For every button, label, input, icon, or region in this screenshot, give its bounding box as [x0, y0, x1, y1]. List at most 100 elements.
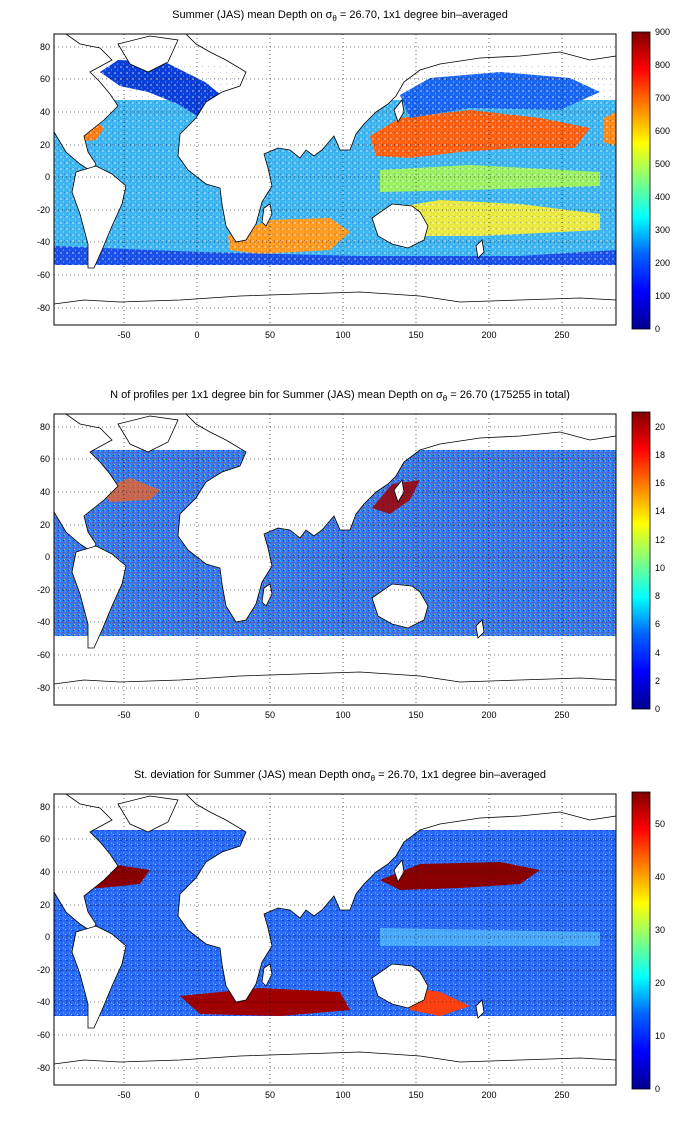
new-zealand: [475, 999, 485, 1019]
panel-1-title: Summer (JAS) mean Depth on σθ = 26.70, 1…: [172, 9, 508, 23]
y-tick-label: 60: [40, 454, 50, 464]
x-tick-label: -50: [117, 710, 130, 720]
x-tick-label: 200: [481, 1090, 496, 1100]
colorbar-gradient: [631, 791, 651, 1090]
y-tick-label: 20: [40, 900, 50, 910]
colorbar-std-deviation: 0 10 20 30 40 50: [631, 791, 665, 1094]
y-tick-label: 80: [40, 422, 50, 432]
eurasia-africa: [177, 413, 617, 623]
y-tick-label: -40: [37, 617, 50, 627]
southern-ocean-gap: [54, 636, 616, 650]
antarctica: [53, 671, 617, 706]
land-masses: [53, 793, 617, 1086]
x-axis-ticks: -50 0 50 100 150 200 250: [117, 330, 569, 340]
southern-ocean-high-std-field: [180, 988, 350, 1016]
x-tick-label: 100: [335, 710, 350, 720]
land-masses: [53, 413, 617, 706]
colorbar-tick-label: 50: [655, 819, 665, 829]
colorbar-tick-label: 200: [655, 258, 670, 268]
colorbar-tick-label: 600: [655, 126, 670, 136]
y-tick-label: 0: [45, 172, 50, 182]
y-tick-label: -80: [37, 303, 50, 313]
eurasia-africa: [177, 793, 617, 1003]
japan: [393, 859, 405, 883]
colorbar-tick-label: 500: [655, 159, 670, 169]
north-america: [53, 413, 119, 553]
colorbar-tick-label: 6: [655, 619, 660, 629]
colorbar-tick-label: 10: [655, 1031, 665, 1041]
y-tick-label: 80: [40, 802, 50, 812]
y-tick-label: -20: [37, 965, 50, 975]
panel-profile-count: N of profiles per 1x1 degree bin for Sum…: [37, 389, 665, 720]
y-tick-label: -40: [37, 237, 50, 247]
x-tick-label: 100: [335, 330, 350, 340]
y-tick-label: -20: [37, 205, 50, 215]
colorbar-tick-label: 8: [655, 591, 660, 601]
kuroshio-high-std-field: [380, 862, 540, 890]
north-america: [53, 33, 119, 173]
new-zealand: [475, 619, 485, 639]
colorbar-tick-label: 0: [655, 704, 660, 714]
y-tick-label: -60: [37, 1030, 50, 1040]
y-tick-label: -80: [37, 683, 50, 693]
x-tick-label: 250: [554, 1090, 569, 1100]
x-tick-label: 200: [481, 330, 496, 340]
colorbar-tick-label: 20: [655, 422, 665, 432]
southern-ocean-gap: [54, 1016, 616, 1030]
south-america: [71, 925, 127, 1029]
y-tick-label: 40: [40, 107, 50, 117]
colorbar-tick-label: 400: [655, 192, 670, 202]
y-tick-label: 60: [40, 834, 50, 844]
colorbar-tick-label: 18: [655, 450, 665, 460]
colorbar-tick-label: 0: [655, 324, 660, 334]
y-tick-label: -80: [37, 1063, 50, 1073]
colorbar-tick-label: 16: [655, 478, 665, 488]
colorbar-tick-label: 40: [655, 872, 665, 882]
y-tick-label: 60: [40, 74, 50, 84]
panel-mean-depth: Summer (JAS) mean Depth on σθ = 26.70, 1…: [37, 9, 670, 340]
madagascar: [261, 963, 273, 987]
map-frame: [53, 413, 617, 706]
x-tick-label: 0: [194, 1090, 199, 1100]
colorbar-tick-label: 10: [655, 563, 665, 573]
colorbar-tick-label: 300: [655, 225, 670, 235]
y-axis-ticks: 80 60 40 20 0 -20 -40 -60 -80: [37, 422, 50, 693]
antarctica: [53, 291, 617, 326]
colorbar-tick-label: 14: [655, 506, 665, 516]
madagascar: [261, 203, 273, 227]
colorbar-tick-label: 30: [655, 925, 665, 935]
greenland: [117, 35, 179, 73]
map-gridlines: [54, 414, 616, 705]
x-tick-label: 200: [481, 710, 496, 720]
colorbar-tick-label: 12: [655, 535, 665, 545]
x-axis-ticks: -50 0 50 100 150 200 250: [117, 710, 569, 720]
y-tick-label: 20: [40, 140, 50, 150]
y-tick-label: 40: [40, 867, 50, 877]
map-frame: [53, 33, 617, 326]
japan: [393, 479, 405, 503]
eurasia-africa: [177, 33, 617, 243]
map-gridlines: [54, 794, 616, 1085]
colorbar-tick-label: 20: [655, 978, 665, 988]
x-tick-label: 250: [554, 330, 569, 340]
x-tick-label: 0: [194, 330, 199, 340]
map-plot-area: [53, 33, 617, 326]
y-tick-label: -60: [37, 650, 50, 660]
colorbar-tick-label: 900: [655, 27, 670, 37]
panel-2-title: N of profiles per 1x1 degree bin for Sum…: [110, 389, 570, 403]
map-plot-area: [53, 793, 617, 1086]
y-tick-label: 0: [45, 552, 50, 562]
colorbar-tick-label: 100: [655, 291, 670, 301]
x-tick-label: 150: [408, 1090, 423, 1100]
x-tick-label: 0: [194, 710, 199, 720]
colorbar-profile-count: 0 2 4 6 8 10 12 14 16 18 20: [631, 411, 665, 714]
colorbar-tick-label: 2: [655, 676, 660, 686]
colorbar-tick-label: 0: [655, 1084, 660, 1094]
y-tick-label: -20: [37, 585, 50, 595]
land-masses: [53, 33, 617, 326]
greenland: [117, 415, 179, 453]
panel-3-title: St. deviation for Summer (JAS) mean Dept…: [134, 769, 546, 783]
y-tick-label: -60: [37, 270, 50, 280]
x-axis-ticks: -50 0 50 100 150 200 250: [117, 1090, 569, 1100]
colorbar-mean-depth: 0 100 200 300 400 500 600 700 800 900: [631, 27, 670, 334]
